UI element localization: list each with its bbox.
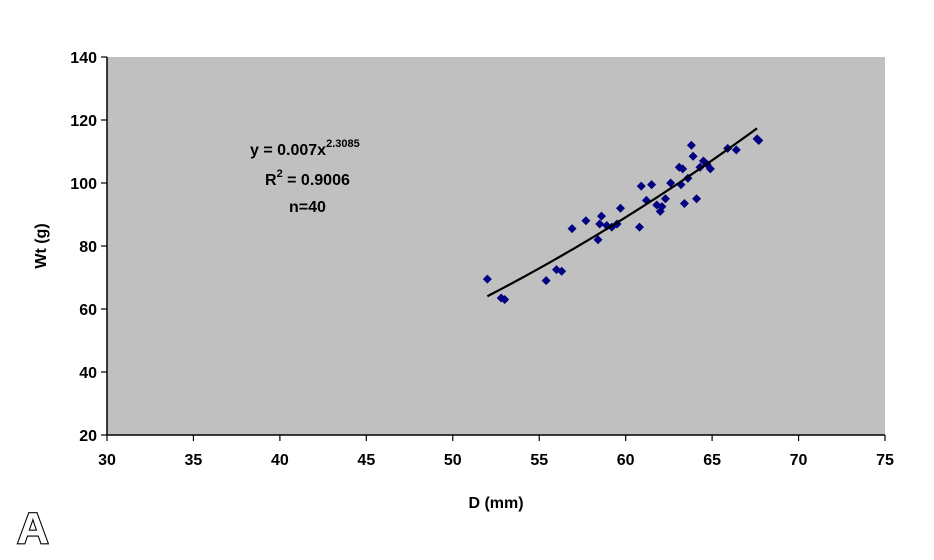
y-tick-label: 80 [79, 239, 97, 256]
data-point [754, 135, 764, 145]
data-point [557, 266, 567, 276]
x-tick-label: 55 [530, 452, 548, 469]
data-point [705, 164, 715, 174]
r2-suffix: = 0.9006 [283, 172, 350, 189]
y-tick-label: 60 [79, 302, 97, 319]
x-tick-label: 65 [703, 452, 721, 469]
data-point [679, 198, 689, 208]
data-point [666, 178, 676, 188]
x-tick-label: 40 [271, 452, 289, 469]
data-point [541, 276, 551, 286]
data-point [678, 164, 688, 174]
data-point [660, 194, 670, 204]
x-tick-label: 60 [617, 452, 635, 469]
x-tick-label: 70 [790, 452, 808, 469]
y-tick-label: 140 [70, 50, 97, 67]
data-point [567, 224, 577, 234]
data-point [686, 140, 696, 150]
data-point [636, 181, 646, 191]
r2-prefix: R [265, 172, 277, 189]
data-point [593, 235, 603, 245]
x-tick-label: 35 [185, 452, 203, 469]
y-tick-label: 100 [70, 176, 97, 193]
data-point [581, 216, 591, 226]
data-point [692, 194, 702, 204]
data-point [647, 180, 657, 190]
x-axis-ticks: 30 35 40 45 50 55 60 65 70 75 [98, 435, 894, 469]
data-point [731, 145, 741, 155]
panel-label: A [17, 504, 49, 553]
sample-size-label: n=40 [289, 199, 326, 216]
data-point [596, 211, 606, 221]
data-point [500, 295, 510, 305]
x-tick-label: 30 [98, 452, 116, 469]
equation-exponent: 2.3085 [326, 138, 360, 150]
x-tick-label: 75 [876, 452, 894, 469]
y-tick-label: 120 [70, 113, 97, 130]
x-tick-label: 50 [444, 452, 462, 469]
equation-prefix: y = 0.007x [250, 142, 326, 159]
data-point [634, 222, 644, 232]
regression-equation: y = 0.007x2.3085 [250, 138, 360, 159]
data-point [482, 274, 492, 284]
r2-exponent: 2 [277, 168, 283, 180]
data-point [595, 219, 605, 229]
data-point [657, 202, 667, 212]
r-squared-label: R2 = 0.9006 [265, 168, 350, 189]
x-tick-label: 45 [357, 452, 375, 469]
power-trendline [486, 127, 758, 298]
y-axis-ticks: 20 40 60 80 100 120 140 [70, 50, 107, 445]
plot-area [107, 57, 885, 435]
data-point [688, 151, 698, 161]
data-point [615, 203, 625, 213]
y-axis-title: Wt (g) [33, 223, 50, 268]
y-tick-label: 20 [79, 428, 97, 445]
y-tick-label: 40 [79, 365, 97, 382]
x-axis-title: D (mm) [468, 495, 523, 512]
